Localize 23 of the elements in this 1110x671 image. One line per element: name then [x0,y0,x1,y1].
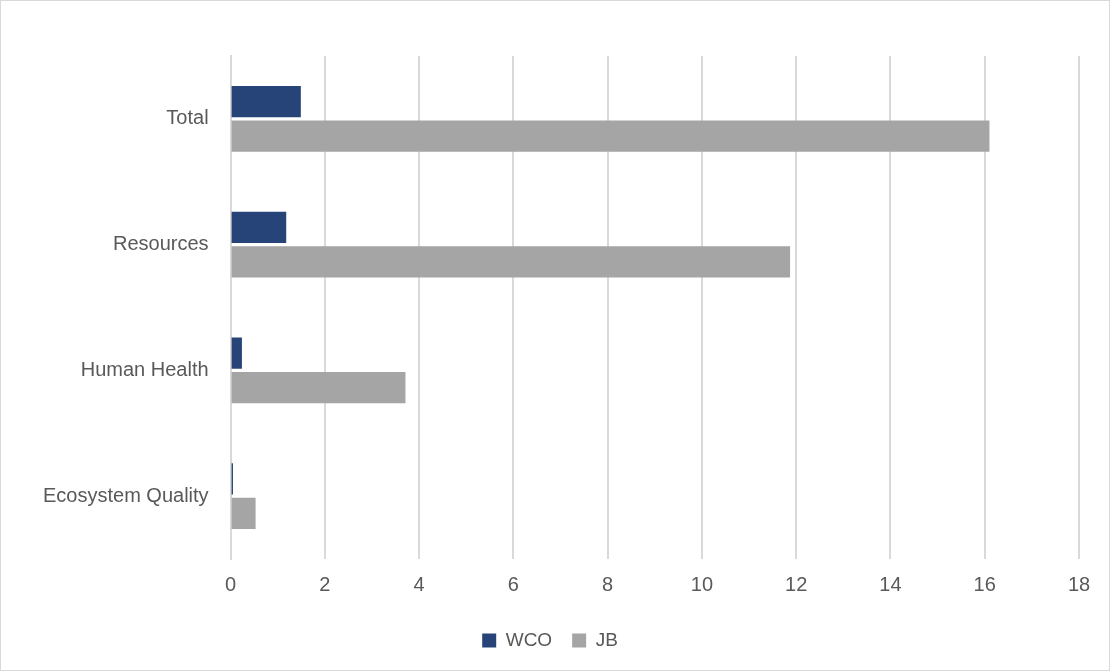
x-tick-label: 12 [785,572,808,595]
y-tick-label: Resources [113,232,209,255]
x-tick-label: 14 [879,572,902,595]
x-tick-label: 16 [973,572,996,595]
x-tick-label: 2 [319,572,331,595]
bar [231,497,256,529]
legend-label: WCO [505,628,553,650]
x-tick-label: 4 [413,572,425,595]
x-tick-label: 18 [1067,572,1091,595]
bar [231,86,301,118]
legend-label: JB [595,628,618,650]
bar [231,337,242,369]
y-tick-label: Human Health [80,357,209,380]
y-tick-label: Ecosystem Quality [43,483,209,506]
x-tick-label: 8 [602,572,614,595]
y-tick-label: Total [166,106,209,129]
bar [231,246,791,278]
x-tick-label: 10 [690,572,714,595]
bar [231,120,990,152]
bar [231,211,287,243]
x-tick-label: 6 [507,572,519,595]
bar [231,372,406,404]
x-tick-label: 0 [225,572,237,595]
